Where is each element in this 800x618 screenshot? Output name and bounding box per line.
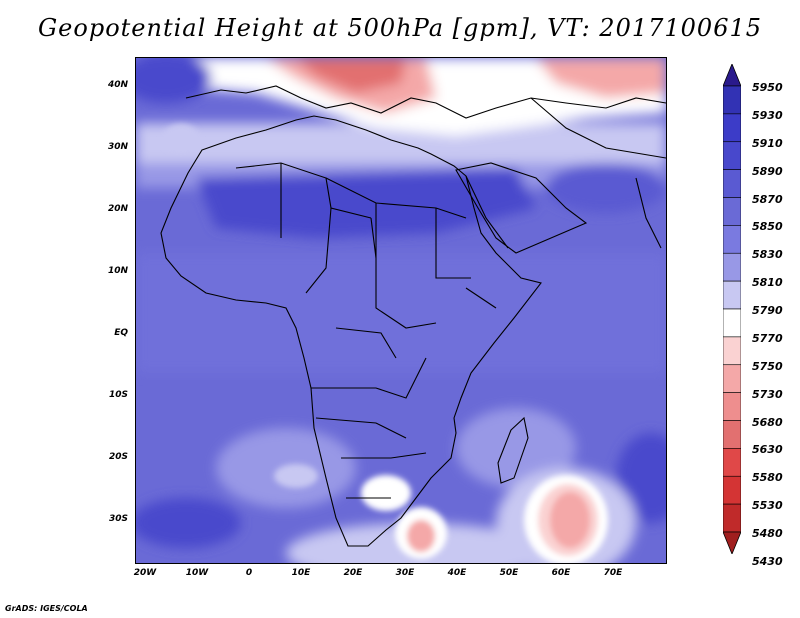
colorbar-label: 5810 xyxy=(752,276,783,290)
colorbar-swatch xyxy=(723,197,741,226)
lat-tick-30s: 30S xyxy=(108,514,128,524)
colorbar-swatch xyxy=(723,448,741,477)
geopotential-height-field xyxy=(136,58,666,563)
colorbar-top-arrow xyxy=(723,64,741,87)
colorbar-label: 5730 xyxy=(752,387,783,401)
colorbar-swatch xyxy=(723,364,741,393)
lon-tick-10w: 10W xyxy=(185,568,209,578)
colorbar-label: 5910 xyxy=(752,136,783,150)
colorbar-bottom-arrow xyxy=(723,531,741,554)
colorbar-label: 5950 xyxy=(752,81,783,94)
colorbar-swatch xyxy=(723,336,741,366)
lat-tick-40n: 40N xyxy=(107,80,128,90)
colorbar-label: 5890 xyxy=(752,164,783,178)
colorbar-label: 5830 xyxy=(752,248,783,262)
lon-tick-0: 0 xyxy=(245,568,253,578)
colorbar-label: 5530 xyxy=(752,499,783,513)
colorbar-swatch xyxy=(723,420,741,449)
colorbar-swatch xyxy=(723,169,741,198)
colorbar-label: 5680 xyxy=(752,415,783,429)
colorbar-label: 5750 xyxy=(752,359,783,373)
colorbar-label: 5870 xyxy=(752,192,783,206)
colorbar-label: 5480 xyxy=(752,527,783,540)
credit-text: GrADS: IGES/COLA xyxy=(5,604,88,613)
colorbar-label: 5630 xyxy=(752,443,783,457)
lat-tick-20n: 20N xyxy=(107,204,128,214)
lon-tick-20w: 20W xyxy=(133,568,157,578)
coastlines xyxy=(160,85,666,547)
colorbar-swatch xyxy=(723,280,741,310)
colorbar-swatch xyxy=(723,141,741,170)
colorbar-label: 5580 xyxy=(752,471,783,485)
lon-tick-40e: 40E xyxy=(447,568,467,578)
map-plot-area xyxy=(135,57,667,564)
colorbar-swatch xyxy=(723,475,741,505)
colorbar-label: 5430 xyxy=(752,554,783,568)
colorbar xyxy=(723,64,741,554)
colorbar-swatch xyxy=(723,308,741,338)
colorbar-swatch xyxy=(723,392,741,421)
lat-tick-30n: 30N xyxy=(107,142,128,152)
colorbar-swatch xyxy=(723,225,741,254)
lon-tick-10e: 10E xyxy=(291,568,311,578)
colorbar-swatch xyxy=(723,252,741,282)
colorbar-swatch xyxy=(723,113,741,143)
lat-tick-20s: 20S xyxy=(108,452,128,462)
lon-tick-30e: 30E xyxy=(395,568,415,578)
lon-tick-60e: 60E xyxy=(551,568,571,578)
colorbar-label: 5790 xyxy=(752,304,783,317)
lat-tick-eq: EQ xyxy=(114,328,128,338)
lon-tick-70e: 70E xyxy=(603,568,623,578)
lon-tick-20e: 20E xyxy=(343,568,363,578)
colorbar-label: 5770 xyxy=(752,331,783,345)
lon-tick-50e: 50E xyxy=(499,568,519,578)
colorbar-swatch xyxy=(723,503,741,533)
map-title: Geopotential Height at 500hPa [gpm], VT:… xyxy=(38,14,762,42)
colorbar-label: 5930 xyxy=(752,108,783,122)
colorbar-label: 5850 xyxy=(752,220,783,234)
lat-tick-10n: 10N xyxy=(107,266,128,276)
colorbar-swatch xyxy=(723,85,741,115)
lat-tick-10s: 10S xyxy=(108,390,128,400)
